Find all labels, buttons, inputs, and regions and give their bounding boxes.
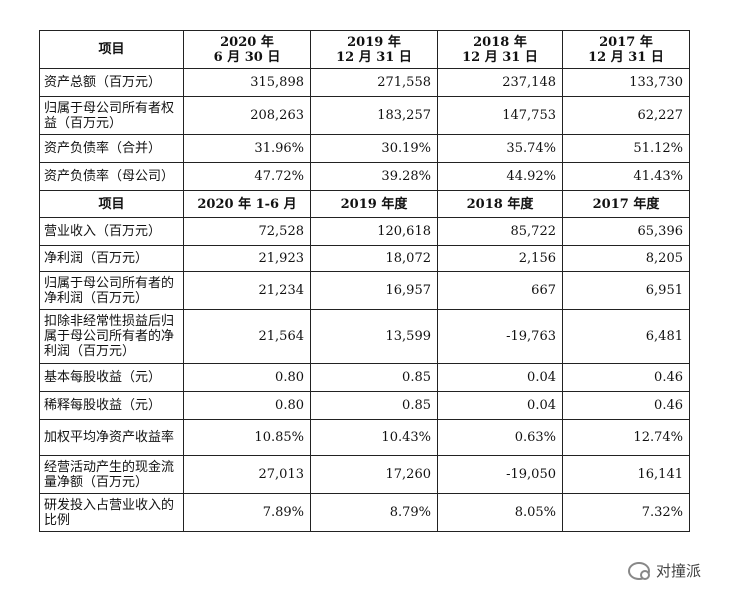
row-label: 加权平均净资产收益率 (39, 419, 184, 456)
row-value: 315,898 (183, 68, 311, 97)
row-label: 经营活动产生的现金流量净额（百万元） (39, 455, 184, 494)
table-row: 研发投入占营业收入的比例 7.89% 8.79% 8.05% 7.32% (39, 493, 690, 532)
row-value: 62,227 (562, 96, 690, 135)
row-value: 8.79% (310, 493, 438, 532)
header-row-income: 项目 2020 年 1-6 月 2019 年度 2018 年度 2017 年度 (39, 190, 690, 218)
wechat-icon (628, 561, 650, 580)
row-value: 2,156 (437, 245, 563, 272)
row-value: 7.32% (562, 493, 690, 532)
table-row: 资产总额（百万元） 315,898 271,558 237,148 133,730 (39, 68, 690, 97)
table-row: 扣除非经常性损益后归属于母公司所有者的净利润（百万元） 21,564 13,599-… (39, 309, 690, 364)
row-value: 8,205 (562, 245, 690, 272)
row-value: 21,234 (183, 271, 311, 310)
row-value: 0.46 (562, 391, 690, 420)
row-value: 133,730 (562, 68, 690, 97)
balance-section: 资产总额（百万元） 315,898 271,558 237,148 133,730 归属于… (39, 68, 690, 191)
watermark-text: 对撞派 (656, 562, 702, 580)
row-value: 65,396 (562, 217, 690, 246)
table-row: 稀释每股收益（元） 0.80 0.85 0.04 0.46 (39, 391, 690, 420)
row-value: 10.43% (310, 419, 438, 456)
table-row: 净利润（百万元） 21,923 18,072 2,156 8,205 (39, 245, 690, 272)
row-value: 10.85% (183, 419, 311, 456)
header-col-2018: 2018 年 12 月 31 日 (437, 30, 563, 69)
row-label: 资产负债率（母公司） (39, 162, 184, 191)
row-label: 资产负债率（合并） (39, 134, 184, 163)
row-value: 27,013 (183, 455, 311, 494)
row-value: 31.96% (183, 134, 311, 163)
row-value: -19,763 (437, 309, 563, 364)
row-value: 0.46 (562, 363, 690, 392)
row-label: 资产总额（百万元） (39, 68, 184, 97)
watermark: 对撞派 (628, 560, 701, 581)
table-row: 经营活动产生的现金流量净额（百万元） 27,013 17,260 -19,050 16,… (39, 455, 690, 494)
row-value: 237,148 (437, 68, 563, 97)
row-value: 17,260 (310, 455, 438, 494)
row-value: 41.43% (562, 162, 690, 191)
row-value: 0.85 (310, 391, 438, 420)
header-col-2019: 2019 年度 (310, 190, 438, 218)
row-value: 16,141 (562, 455, 690, 494)
row-value: 667 (437, 271, 563, 310)
row-value: 51.12% (562, 134, 690, 163)
header-col-2018: 2018 年度 (437, 190, 563, 218)
row-value: 21,564 (183, 309, 311, 364)
row-value: 120,618 (310, 217, 438, 246)
row-value: 72,528 (183, 217, 311, 246)
row-value: 0.04 (437, 363, 563, 392)
row-value: 39.28% (310, 162, 438, 191)
row-value: 0.85 (310, 363, 438, 392)
header-item: 项目 (39, 190, 184, 218)
row-label: 稀释每股收益（元） (39, 391, 184, 420)
row-label: 营业收入（百万元） (39, 217, 184, 246)
header-col-2020h1: 2020 年 1-6 月 (183, 190, 311, 218)
row-label: 研发投入占营业收入的比例 (39, 493, 184, 532)
row-value: 47.72% (183, 162, 311, 191)
table-row: 资产负债率（母公司） 47.72% 39.28% 44.92% 41.43% (39, 162, 690, 191)
header-col-2017: 2017 年度 (562, 190, 690, 218)
row-value: 208,263 (183, 96, 311, 135)
row-value: 6,481 (562, 309, 690, 364)
row-value: 21,923 (183, 245, 311, 272)
header-col-2017: 2017 年 12 月 31 日 (562, 30, 690, 69)
row-value: 0.80 (183, 391, 311, 420)
table-row: 基本每股收益（元） 0.80 0.85 0.04 0.46 (39, 363, 690, 392)
row-value: 18,072 (310, 245, 438, 272)
header-col-2019: 2019 年 12 月 31 日 (310, 30, 438, 69)
row-value: 44.92% (437, 162, 563, 191)
row-value: 0.80 (183, 363, 311, 392)
row-value: 0.04 (437, 391, 563, 420)
row-value: 13,599 (310, 309, 438, 364)
row-label: 归属于母公司所有者权益（百万元） (39, 96, 184, 135)
row-value: 16,957 (310, 271, 438, 310)
row-value: 35.74% (437, 134, 563, 163)
row-value: 0.63% (437, 419, 563, 456)
table-row: 归属于母公司所有者权益（百万元） 208,263 183,257 147,753 62,… (39, 96, 690, 135)
row-value: 6,951 (562, 271, 690, 310)
row-label: 基本每股收益（元） (39, 363, 184, 392)
row-value: 8.05% (437, 493, 563, 532)
table-row: 营业收入（百万元） 72,528 120,618 85,722 65,396 (39, 217, 690, 246)
row-value: 183,257 (310, 96, 438, 135)
row-value: 85,722 (437, 217, 563, 246)
row-value: 7.89% (183, 493, 311, 532)
row-value: 147,753 (437, 96, 563, 135)
row-value: 12.74% (562, 419, 690, 456)
table-row: 资产负债率（合并） 31.96% 30.19% 35.74% 51.12% (39, 134, 690, 163)
row-value: 271,558 (310, 68, 438, 97)
row-value: -19,050 (437, 455, 563, 494)
row-label: 扣除非经常性损益后归属于母公司所有者的净利润（百万元） (39, 309, 184, 364)
row-label: 归属于母公司所有者的净利润（百万元） (39, 271, 184, 310)
table-row: 归属于母公司所有者的净利润（百万元） 21,234 16,957 667 6,951 (39, 271, 690, 310)
row-value: 30.19% (310, 134, 438, 163)
income-section: 营业收入（百万元） 72,528 120,618 85,722 65,396 净利润（百万… (39, 217, 690, 532)
table-row: 加权平均净资产收益率 10.85% 10.43% 0.63% 12.74% (39, 419, 690, 456)
header-item: 项目 (39, 30, 184, 69)
row-label: 净利润（百万元） (39, 245, 184, 272)
